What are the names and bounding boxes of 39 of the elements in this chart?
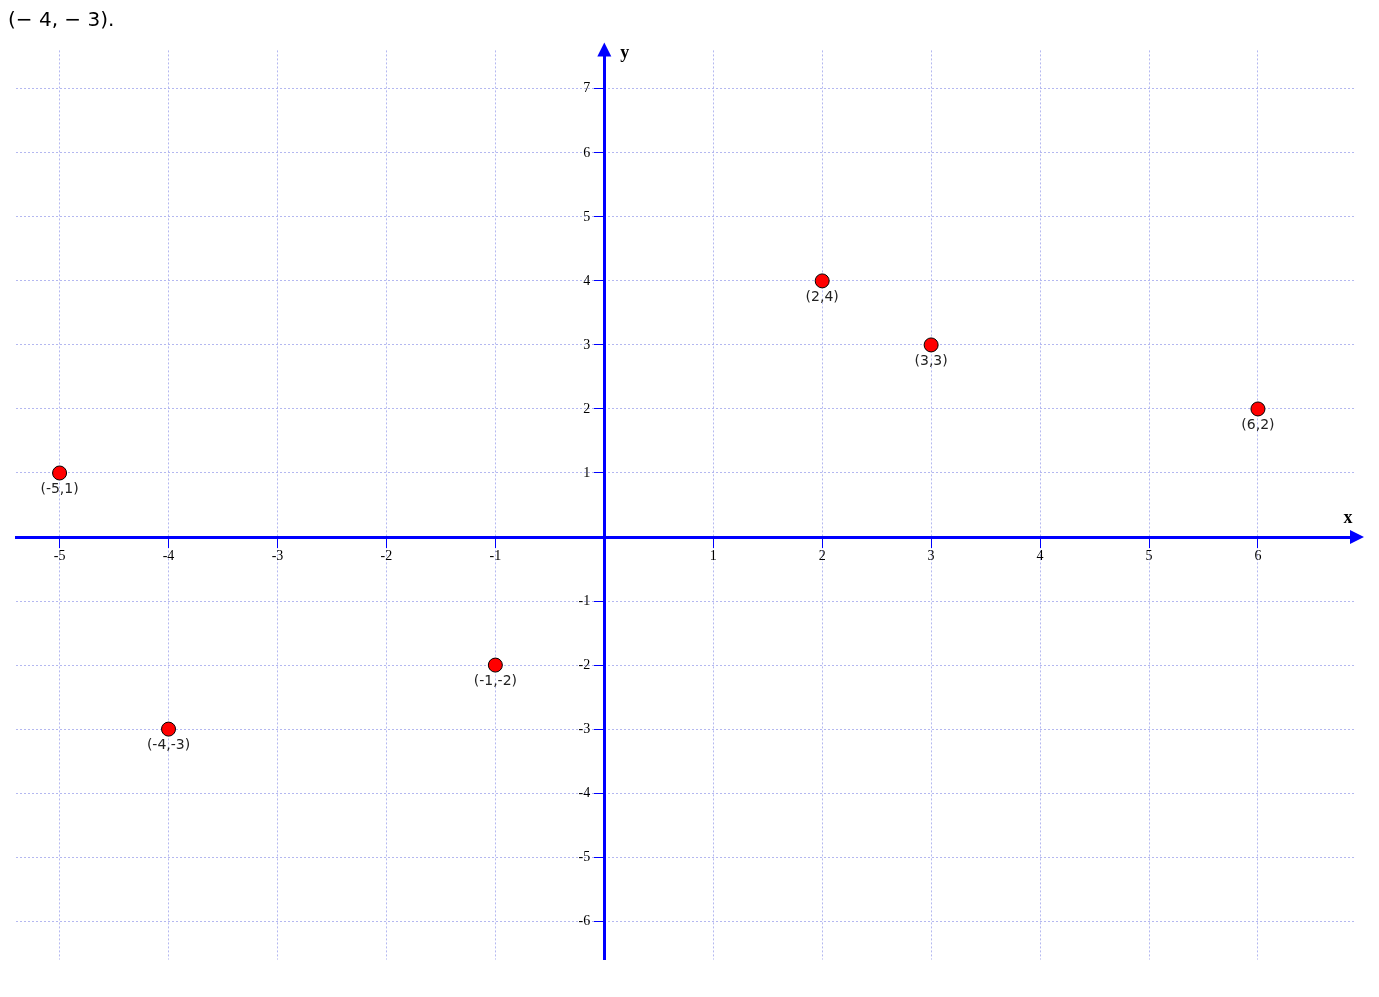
x-tick-label: 6 bbox=[1254, 548, 1262, 564]
point bbox=[161, 721, 177, 737]
y-tick-label: -2 bbox=[578, 656, 605, 672]
y-tick-label: 1 bbox=[583, 464, 605, 480]
text: (− 4, − 3). bbox=[8, 7, 116, 31]
x-tick-label: -5 bbox=[53, 548, 66, 564]
x-tick-label: 5 bbox=[1145, 548, 1153, 564]
x-tick-label: -3 bbox=[271, 548, 284, 564]
y-axis-title: y bbox=[620, 42, 630, 63]
y-tick-label: 4 bbox=[583, 272, 605, 288]
y-tick-label: 3 bbox=[583, 336, 605, 352]
annotation: (2,4) bbox=[805, 287, 839, 304]
x-tick-label: 1 bbox=[709, 548, 717, 564]
annotation: (6,2) bbox=[1241, 415, 1275, 432]
y-tick-label: 6 bbox=[583, 144, 605, 160]
point bbox=[1250, 401, 1266, 417]
y-tick-label: -4 bbox=[578, 784, 605, 800]
annotation: (-1,-2) bbox=[473, 671, 517, 688]
y-tick-label: -5 bbox=[578, 848, 605, 864]
point bbox=[923, 337, 939, 353]
annotation: (-5,1) bbox=[40, 479, 79, 496]
y-tick-label: -6 bbox=[578, 912, 605, 928]
x-tick-label: -4 bbox=[162, 548, 175, 564]
point bbox=[487, 657, 503, 673]
y-tick-label: 7 bbox=[583, 80, 605, 96]
point bbox=[52, 465, 68, 481]
y-tick-label: -1 bbox=[578, 592, 605, 608]
x-tick-label: -1 bbox=[489, 548, 502, 564]
y-tick-label: -3 bbox=[578, 720, 605, 736]
x-axis-title: x bbox=[1343, 506, 1353, 527]
x-tick-label: 4 bbox=[1036, 548, 1044, 564]
annotation: (-4,-3) bbox=[146, 735, 191, 752]
x-tick-label: 3 bbox=[927, 548, 935, 564]
y-tick-label: 5 bbox=[583, 208, 605, 224]
annotation: (3,3) bbox=[914, 351, 948, 368]
y-tick-label: 2 bbox=[583, 400, 605, 416]
point bbox=[814, 273, 830, 289]
x-tick-label: 2 bbox=[818, 548, 826, 564]
x-tick-label: -2 bbox=[380, 548, 393, 564]
